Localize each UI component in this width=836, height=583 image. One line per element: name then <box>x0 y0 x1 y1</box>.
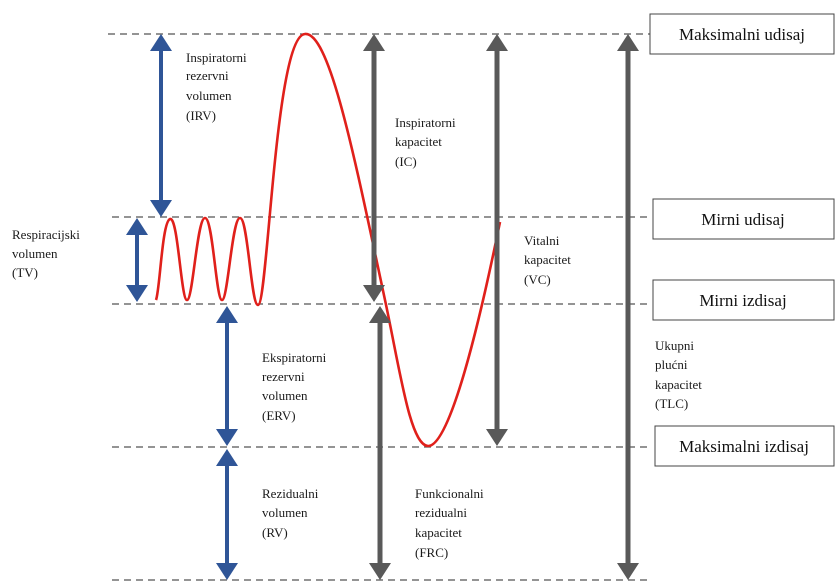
tlc-label-line: plućni <box>655 357 688 372</box>
vc-label-line: Vitalni <box>524 233 560 248</box>
erv-label-line: (ERV) <box>262 408 296 423</box>
erv-label: Ekspiratorni rezervni volumen (ERV) <box>262 350 327 423</box>
level-boxes: Maksimalni udisaj Mirni udisaj Mirni izd… <box>649 13 835 467</box>
tlc-label-line: Ukupni <box>655 338 694 353</box>
max-exhale-label: Maksimalni izdisaj <box>679 437 809 456</box>
max-exhale-box <box>654 425 835 467</box>
max-inhale-label: Maksimalni udisaj <box>679 25 805 44</box>
frc-label-line: rezidualni <box>415 505 467 520</box>
erv-label-line: Ekspiratorni <box>262 350 327 365</box>
irv-arrow <box>150 34 172 217</box>
irv-label-line: rezervni <box>186 68 229 83</box>
rv-label-line: Rezidualni <box>262 486 319 501</box>
rv-label-line: volumen <box>262 505 308 520</box>
irv-label-line: (IRV) <box>186 108 216 123</box>
irv-label-line: Inspiratorni <box>186 50 247 65</box>
vc-arrow <box>486 34 508 446</box>
rv-label: Rezidualni volumen (RV) <box>262 486 319 540</box>
quiet-exhale-box <box>652 279 835 321</box>
tlc-arrow <box>617 34 639 580</box>
erv-label-line: volumen <box>262 388 308 403</box>
ic-label-line: (IC) <box>395 154 417 169</box>
rv-arrow <box>216 449 238 580</box>
frc-label-line: Funkcionalni <box>415 486 484 501</box>
frc-label-line: (FRC) <box>415 545 448 560</box>
vc-label-line: kapacitet <box>524 252 571 267</box>
tv-label: Respiracijski volumen (TV) <box>12 227 80 280</box>
breathing-curve <box>154 32 502 448</box>
quiet-exhale-label: Mirni izdisaj <box>699 291 786 310</box>
tlc-label-line: kapacitet <box>655 377 702 392</box>
max-inhale-box <box>649 13 835 55</box>
quiet-inhale-box <box>652 198 835 240</box>
tv-arrow <box>126 218 148 302</box>
rv-label-line: (RV) <box>262 525 288 540</box>
frc-label: Funkcionalni rezidualni kapacitet (FRC) <box>415 486 484 560</box>
tv-label-line: (TV) <box>12 265 38 280</box>
erv-label-line: rezervni <box>262 369 305 384</box>
ic-label: Inspiratorni kapacitet (IC) <box>395 115 456 169</box>
tlc-label: Ukupni plućni kapacitet (TLC) <box>655 338 702 411</box>
arrow-layer <box>126 34 639 580</box>
quiet-inhale-label: Mirni udisaj <box>701 210 785 229</box>
frc-label-line: kapacitet <box>415 525 462 540</box>
erv-arrow <box>216 306 238 446</box>
irv-label: Inspiratorni rezervni volumen (IRV) <box>186 50 247 123</box>
ic-label-line: kapacitet <box>395 134 442 149</box>
frc-arrow <box>369 306 391 580</box>
tv-label-line: volumen <box>12 246 58 261</box>
tlc-label-line: (TLC) <box>655 396 688 411</box>
tv-label-line: Respiracijski <box>12 227 80 242</box>
vc-label-line: (VC) <box>524 272 551 287</box>
ic-label-line: Inspiratorni <box>395 115 456 130</box>
ic-arrow <box>363 34 385 302</box>
irv-label-line: volumen <box>186 88 232 103</box>
vc-label: Vitalni kapacitet (VC) <box>524 233 571 287</box>
